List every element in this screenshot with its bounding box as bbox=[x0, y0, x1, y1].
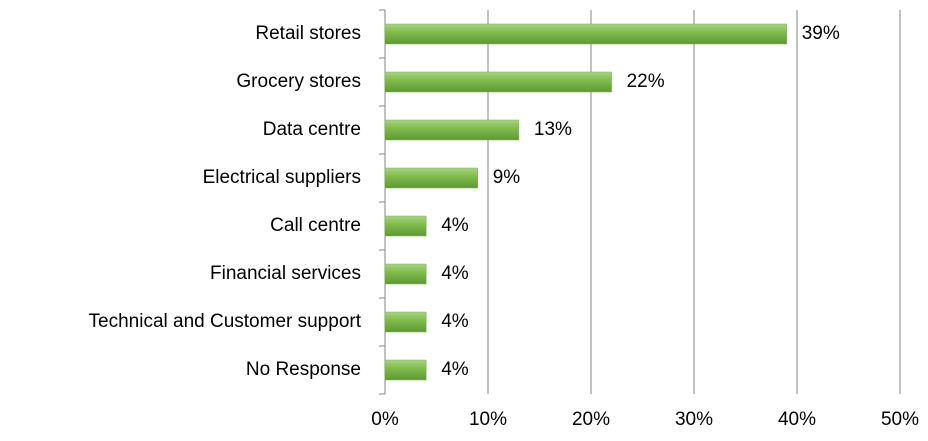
x-tick-label: 0% bbox=[371, 409, 399, 430]
bar bbox=[384, 167, 478, 189]
y-tick-label: Retail stores bbox=[255, 23, 361, 44]
y-tick-label: Financial services bbox=[210, 263, 361, 284]
y-tick-label: Electrical suppliers bbox=[203, 167, 361, 188]
data-label: 13% bbox=[534, 119, 572, 140]
data-label: 9% bbox=[493, 167, 521, 188]
bar bbox=[384, 311, 427, 333]
bar bbox=[384, 23, 787, 45]
y-tick-label: Data centre bbox=[263, 119, 361, 140]
data-label: 4% bbox=[441, 263, 469, 284]
data-label: 39% bbox=[802, 23, 840, 44]
bar bbox=[384, 71, 612, 93]
bar bbox=[384, 263, 427, 285]
data-label: 4% bbox=[441, 311, 469, 332]
x-tick-label: 30% bbox=[675, 409, 713, 430]
bar bbox=[384, 215, 427, 237]
x-tick-label: 20% bbox=[572, 409, 610, 430]
y-tick-label: Call centre bbox=[270, 215, 361, 236]
bar bbox=[384, 359, 427, 381]
data-label: 4% bbox=[441, 359, 469, 380]
y-tick-label: Grocery stores bbox=[236, 71, 361, 92]
data-label: 22% bbox=[627, 71, 665, 92]
x-tick-label: 40% bbox=[778, 409, 816, 430]
y-tick-label: No Response bbox=[246, 359, 361, 380]
data-label: 4% bbox=[441, 215, 469, 236]
x-tick-label: 50% bbox=[881, 409, 919, 430]
y-tick-label: Technical and Customer support bbox=[89, 311, 362, 332]
bar bbox=[384, 119, 520, 141]
x-tick-label: 10% bbox=[469, 409, 507, 430]
